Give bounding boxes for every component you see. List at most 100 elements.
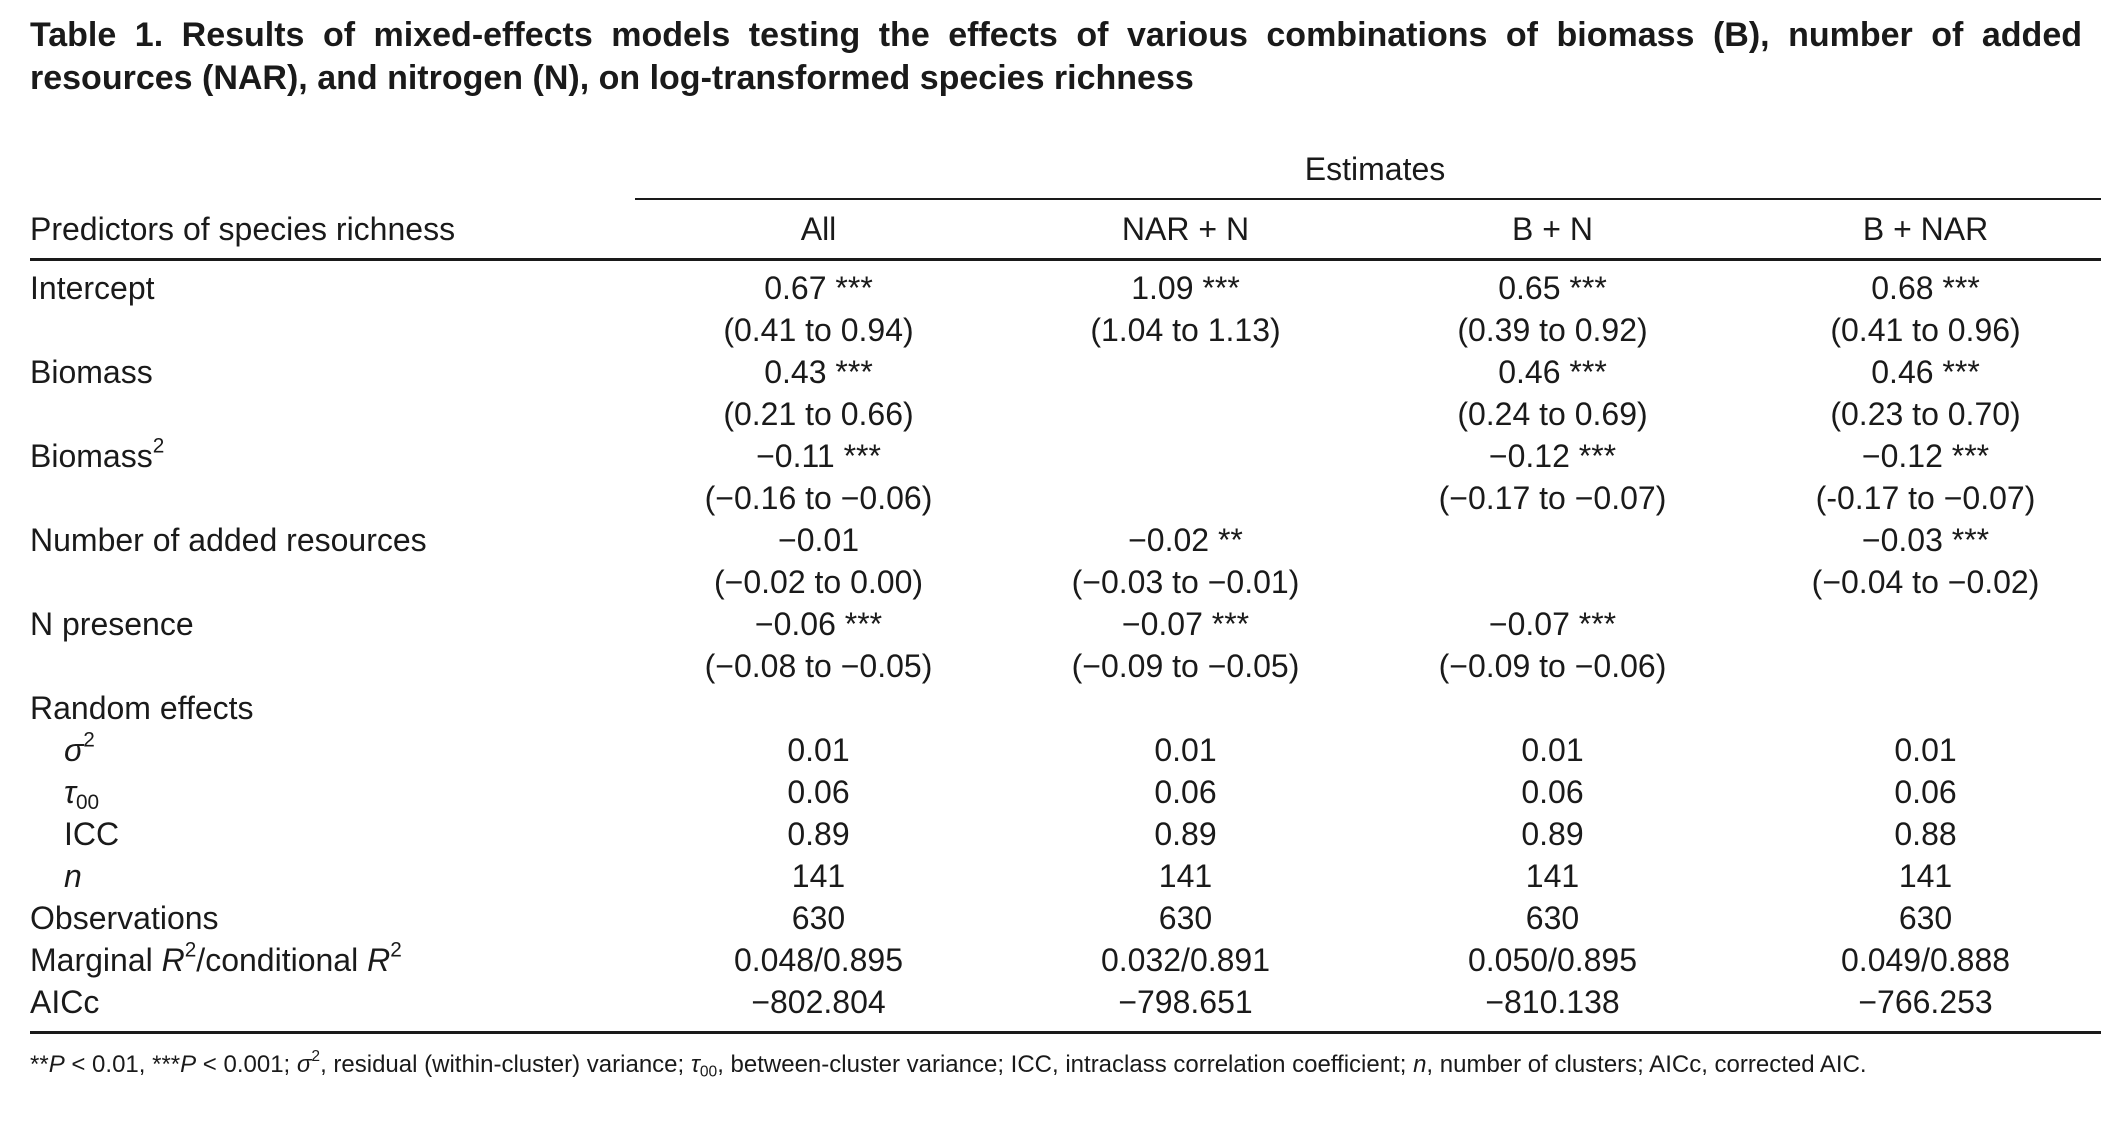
table-cell: 0.46 *** bbox=[1498, 354, 1607, 390]
sigma-symbol: σ bbox=[64, 732, 84, 768]
table-row: Biomass 0.43 *** 0.46 *** 0.46 *** bbox=[30, 351, 2101, 393]
column-header-nar-n: NAR + N bbox=[1002, 200, 1369, 261]
table-cell: (−0.04 to −0.02) bbox=[1811, 564, 2040, 600]
row-label-r-squared: Marginal R2/conditional R2 bbox=[30, 939, 635, 981]
table-cell bbox=[1736, 603, 2101, 645]
table-cell bbox=[1002, 393, 1369, 435]
table-cell: −798.651 bbox=[1002, 981, 1369, 1034]
table-row: N presence −0.06 *** −0.07 *** −0.07 *** bbox=[30, 603, 2101, 645]
table-cell: −0.07 *** bbox=[1488, 606, 1617, 642]
table-row: Number of added resources −0.01 −0.02 **… bbox=[30, 519, 2101, 561]
row-label-biomass-squared: Biomass2 bbox=[30, 435, 635, 477]
table-cell: −810.138 bbox=[1369, 981, 1736, 1034]
table-cell: 0.46 *** bbox=[1871, 354, 1980, 390]
table-cell: 0.050/0.895 bbox=[1467, 942, 1638, 978]
table-cell: 0.01 bbox=[1521, 732, 1584, 768]
row-label-aicc: AICc bbox=[30, 981, 635, 1034]
table-cell: 0.43 *** bbox=[764, 354, 873, 390]
subscript: 00 bbox=[699, 1063, 718, 1081]
n-symbol: n bbox=[1413, 1051, 1427, 1078]
row-label-random-effects: Random effects bbox=[30, 690, 254, 726]
footnote-part: , number of clusters; AICc, corrected AI… bbox=[1426, 1051, 1867, 1078]
table-cell: (−0.09 to −0.06) bbox=[1438, 648, 1667, 684]
footnote-part: , residual (within-cluster) variance; bbox=[320, 1051, 691, 1078]
table-row: (−0.08 to −0.05) (−0.09 to −0.05) (−0.09… bbox=[30, 645, 2101, 687]
footnote-part: < 0.001; bbox=[196, 1051, 297, 1078]
table-row: Random effects bbox=[30, 687, 2101, 729]
tau-symbol: τ bbox=[690, 1051, 700, 1078]
r-symbol: R bbox=[367, 942, 391, 978]
table-cell: 0.68 *** bbox=[1871, 270, 1980, 306]
table-cell: (0.41 to 0.96) bbox=[1830, 312, 2021, 348]
row-label-biomass: Biomass bbox=[30, 354, 153, 390]
table-title: Table 1. Results of mixed-effects models… bbox=[30, 16, 2082, 97]
row-label-nar: Number of added resources bbox=[30, 522, 427, 558]
row-label-sigma-squared: σ2 bbox=[30, 729, 635, 771]
table-cell: 0.06 bbox=[1894, 774, 1957, 810]
label-part: Marginal bbox=[30, 942, 162, 978]
table-cell: 141 bbox=[1898, 858, 1953, 894]
p-symbol: P bbox=[180, 1051, 197, 1078]
table-cell bbox=[1736, 645, 2101, 687]
table-cell: 141 bbox=[1158, 858, 1213, 894]
table-cell: −0.03 *** bbox=[1861, 522, 1990, 558]
table-cell: 0.88 bbox=[1894, 816, 1957, 852]
table-cell: (−0.03 to −0.01) bbox=[1071, 564, 1300, 600]
table-cell: (0.21 to 0.66) bbox=[723, 396, 914, 432]
results-table: Estimates Predictors of species richness… bbox=[30, 148, 2101, 1034]
table-cell bbox=[1002, 477, 1369, 519]
table-cell: 0.06 bbox=[787, 774, 850, 810]
table-cell: 0.65 *** bbox=[1498, 270, 1607, 306]
table-cell: 0.89 bbox=[1154, 816, 1217, 852]
footnote-part: , between-cluster variance; ICC, intracl… bbox=[717, 1051, 1414, 1078]
table-cell bbox=[1002, 435, 1369, 477]
row-label-observations: Observations bbox=[30, 900, 219, 936]
superscript: 2 bbox=[311, 1048, 321, 1066]
table-cell: 630 bbox=[1525, 900, 1580, 936]
table-cell: 0.01 bbox=[787, 732, 850, 768]
table-row: Marginal R2/conditional R2 0.048/0.895 0… bbox=[30, 939, 2101, 981]
table-row: ICC 0.89 0.89 0.89 0.88 bbox=[30, 813, 2101, 855]
table-row: (0.21 to 0.66) (0.24 to 0.69) (0.23 to 0… bbox=[30, 393, 2101, 435]
r-symbol: R bbox=[161, 942, 185, 978]
predictors-header: Predictors of species richness bbox=[30, 200, 635, 261]
footnote-part: < 0.01, *** bbox=[64, 1051, 181, 1078]
table-cell: −802.804 bbox=[635, 981, 1002, 1034]
table-row: Intercept 0.67 *** 1.09 *** 0.65 *** 0.6… bbox=[30, 260, 2101, 310]
table-footnote: **P < 0.01, ***P < 0.001; σ2, residual (… bbox=[30, 1048, 2082, 1081]
table-cell: 0.049/0.888 bbox=[1841, 942, 2011, 978]
sigma-symbol: σ bbox=[296, 1051, 312, 1078]
p-symbol: P bbox=[48, 1051, 65, 1078]
table-cell: −0.12 *** bbox=[1861, 438, 1990, 474]
table-cell bbox=[1369, 519, 1736, 561]
table-cell: (−0.02 to 0.00) bbox=[713, 564, 924, 600]
table-cell: 0.048/0.895 bbox=[733, 942, 904, 978]
header-group-row: Estimates bbox=[30, 148, 2101, 199]
tau-symbol: τ bbox=[64, 774, 76, 810]
table-cell: (1.04 to 1.13) bbox=[1090, 312, 1281, 348]
column-header-b-n: B + N bbox=[1369, 200, 1736, 261]
table-row: (−0.02 to 0.00) (−0.03 to −0.01) (−0.04 … bbox=[30, 561, 2101, 603]
superscript: 2 bbox=[83, 728, 95, 752]
column-header-row: Predictors of species richness All NAR +… bbox=[30, 200, 2101, 261]
subscript: 00 bbox=[75, 791, 100, 815]
table-cell: −0.01 bbox=[778, 522, 859, 558]
table-cell: −0.06 *** bbox=[754, 606, 883, 642]
row-label-n-presence: N presence bbox=[30, 606, 194, 642]
row-label-icc: ICC bbox=[64, 816, 120, 852]
table-cell: (−0.09 to −0.05) bbox=[1071, 648, 1300, 684]
table-row: (−0.16 to −0.06) (−0.17 to −0.07) (-0.17… bbox=[30, 477, 2101, 519]
table-cell bbox=[1369, 561, 1736, 603]
table-row: σ2 0.01 0.01 0.01 0.01 bbox=[30, 729, 2101, 771]
table-cell: 141 bbox=[1525, 858, 1580, 894]
table-row: Biomass2 −0.11 *** −0.12 *** −0.12 *** bbox=[30, 435, 2101, 477]
table-cell: (0.24 to 0.69) bbox=[1457, 396, 1648, 432]
table-row: AICc −802.804 −798.651 −810.138 −766.253 bbox=[30, 981, 2101, 1034]
table-cell: 630 bbox=[791, 900, 846, 936]
table-cell: 0.89 bbox=[1521, 816, 1584, 852]
table-cell: 0.01 bbox=[1894, 732, 1957, 768]
column-header-b-nar: B + NAR bbox=[1736, 200, 2101, 261]
table-figure: Table 1. Results of mixed-effects models… bbox=[30, 14, 2101, 1081]
table-cell: 0.89 bbox=[787, 816, 850, 852]
table-cell: 0.67 *** bbox=[764, 270, 873, 306]
